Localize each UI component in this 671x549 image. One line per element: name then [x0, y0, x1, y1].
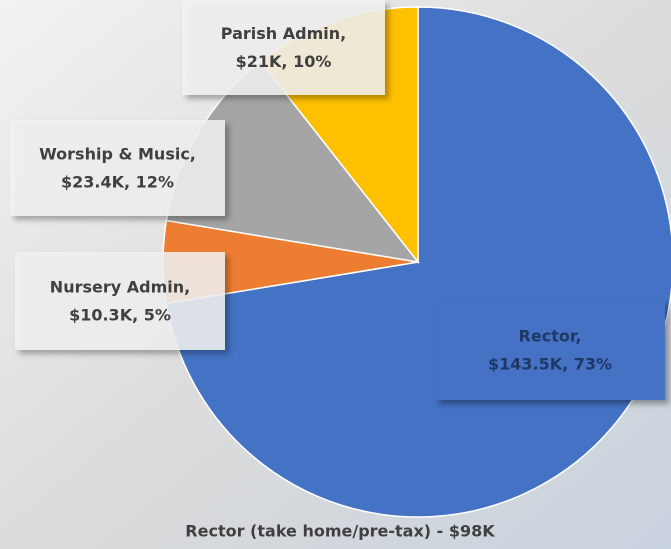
label-box [182, 0, 385, 95]
label-box [435, 300, 665, 400]
value-label: $23.4K, 12% [61, 173, 174, 192]
category-label: Rector, [519, 327, 582, 346]
value-label: $21K, 10% [236, 52, 332, 71]
caption: Rector (take home/pre-tax) - $98K [185, 522, 495, 541]
category-label: Worship & Music, [39, 145, 196, 164]
category-label: Parish Admin, [221, 24, 346, 43]
label-box [10, 120, 225, 216]
value-label: $10.3K, 5% [69, 306, 171, 325]
category-label: Nursery Admin, [50, 278, 190, 297]
label-box [15, 252, 225, 350]
value-label: $143.5K, 73% [488, 355, 612, 374]
labels: Rector, $143.5K, 73% Nursery Admin, $10.3K,… [10, 0, 665, 400]
